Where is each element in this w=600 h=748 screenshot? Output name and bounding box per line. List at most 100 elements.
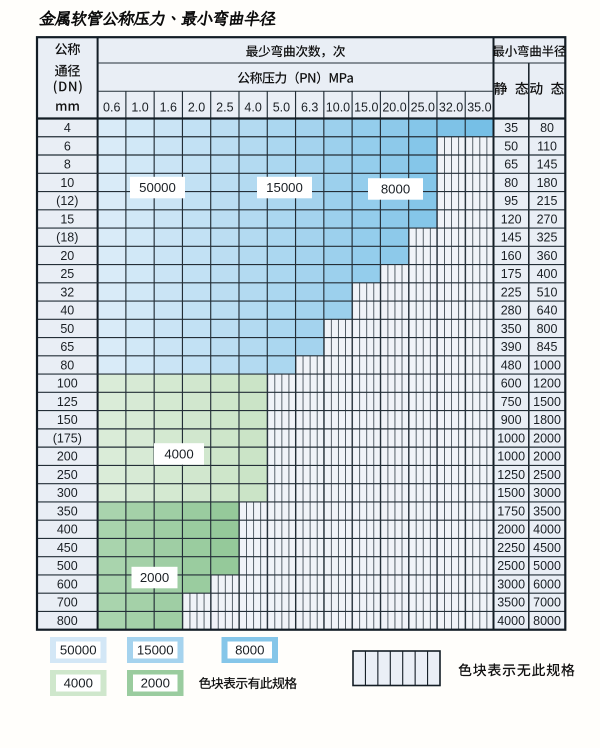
svg-text:300: 300 bbox=[57, 486, 78, 500]
svg-text:5000: 5000 bbox=[533, 559, 561, 573]
svg-text:50: 50 bbox=[504, 139, 518, 153]
svg-text:3000: 3000 bbox=[497, 577, 525, 591]
svg-text:100: 100 bbox=[57, 377, 78, 391]
svg-text:360: 360 bbox=[537, 249, 558, 263]
svg-text:2000: 2000 bbox=[533, 450, 561, 464]
svg-text:150: 150 bbox=[57, 413, 78, 427]
svg-text:15000: 15000 bbox=[266, 180, 303, 195]
svg-text:4: 4 bbox=[64, 121, 71, 135]
svg-text:(18): (18) bbox=[56, 231, 78, 245]
svg-text:4000: 4000 bbox=[164, 447, 193, 462]
svg-text:200: 200 bbox=[57, 450, 78, 464]
svg-text:280: 280 bbox=[501, 304, 522, 318]
svg-text:1000: 1000 bbox=[497, 431, 525, 445]
svg-text:800: 800 bbox=[537, 322, 558, 336]
svg-text:2000: 2000 bbox=[497, 523, 525, 537]
svg-text:160: 160 bbox=[501, 249, 522, 263]
svg-text:2000: 2000 bbox=[140, 570, 169, 585]
svg-text:8000: 8000 bbox=[533, 614, 561, 628]
svg-text:10: 10 bbox=[60, 176, 74, 190]
svg-text:8000: 8000 bbox=[235, 643, 264, 658]
svg-text:640: 640 bbox=[537, 304, 558, 318]
svg-text:15.0: 15.0 bbox=[354, 101, 378, 115]
svg-text:480: 480 bbox=[501, 358, 522, 372]
svg-text:180: 180 bbox=[537, 176, 558, 190]
svg-text:125: 125 bbox=[57, 395, 78, 409]
svg-text:80: 80 bbox=[540, 121, 554, 135]
svg-text:1000: 1000 bbox=[533, 358, 561, 372]
svg-text:350: 350 bbox=[57, 504, 78, 518]
svg-text:32.0: 32.0 bbox=[439, 101, 463, 115]
svg-text:700: 700 bbox=[57, 596, 78, 610]
svg-text:400: 400 bbox=[57, 523, 78, 537]
svg-text:450: 450 bbox=[57, 541, 78, 555]
svg-text:(12): (12) bbox=[56, 194, 78, 208]
svg-text:4000: 4000 bbox=[497, 614, 525, 628]
svg-text:25: 25 bbox=[60, 267, 74, 281]
svg-text:1750: 1750 bbox=[497, 504, 525, 518]
svg-text:800: 800 bbox=[57, 614, 78, 628]
svg-text:6000: 6000 bbox=[533, 577, 561, 591]
svg-text:4000: 4000 bbox=[533, 523, 561, 537]
svg-text:8: 8 bbox=[64, 158, 71, 172]
svg-text:15: 15 bbox=[60, 212, 74, 226]
svg-text:50000: 50000 bbox=[139, 180, 176, 195]
svg-text:600: 600 bbox=[501, 377, 522, 391]
svg-text:10.0: 10.0 bbox=[326, 101, 350, 115]
svg-text:6: 6 bbox=[64, 139, 71, 153]
svg-text:4000: 4000 bbox=[64, 676, 93, 691]
svg-text:0.6: 0.6 bbox=[103, 101, 120, 115]
svg-text:15000: 15000 bbox=[137, 643, 174, 658]
svg-text:95: 95 bbox=[504, 194, 518, 208]
svg-text:1200: 1200 bbox=[533, 377, 561, 391]
svg-text:390: 390 bbox=[501, 340, 522, 354]
svg-text:65: 65 bbox=[60, 340, 74, 354]
svg-text:1.0: 1.0 bbox=[131, 101, 148, 115]
svg-text:(175): (175) bbox=[53, 431, 82, 445]
svg-text:3500: 3500 bbox=[533, 504, 561, 518]
svg-text:270: 270 bbox=[537, 212, 558, 226]
svg-text:4.0: 4.0 bbox=[244, 101, 261, 115]
svg-text:65: 65 bbox=[504, 158, 518, 172]
svg-text:50: 50 bbox=[60, 322, 74, 336]
svg-text:145: 145 bbox=[537, 158, 558, 172]
svg-text:25.0: 25.0 bbox=[411, 101, 435, 115]
svg-text:215: 215 bbox=[537, 194, 558, 208]
svg-text:2.0: 2.0 bbox=[188, 101, 205, 115]
svg-text:20.0: 20.0 bbox=[382, 101, 406, 115]
svg-text:750: 750 bbox=[501, 395, 522, 409]
svg-text:20: 20 bbox=[60, 249, 74, 263]
svg-text:2250: 2250 bbox=[497, 541, 525, 555]
svg-text:2500: 2500 bbox=[533, 468, 561, 482]
svg-text:120: 120 bbox=[501, 212, 522, 226]
svg-text:1500: 1500 bbox=[533, 395, 561, 409]
svg-text:110: 110 bbox=[537, 139, 557, 153]
svg-text:7000: 7000 bbox=[533, 596, 561, 610]
svg-text:8000: 8000 bbox=[381, 182, 410, 197]
svg-text:6.3: 6.3 bbox=[301, 101, 318, 115]
svg-text:175: 175 bbox=[501, 267, 522, 281]
svg-text:2000: 2000 bbox=[141, 676, 170, 691]
svg-text:325: 325 bbox=[537, 231, 558, 245]
svg-text:1500: 1500 bbox=[497, 486, 525, 500]
svg-text:2000: 2000 bbox=[533, 431, 561, 445]
svg-text:1800: 1800 bbox=[533, 413, 561, 427]
svg-text:3000: 3000 bbox=[533, 486, 561, 500]
svg-text:225: 225 bbox=[501, 285, 522, 299]
svg-text:35: 35 bbox=[504, 121, 518, 135]
svg-text:1250: 1250 bbox=[497, 468, 525, 482]
svg-text:1000: 1000 bbox=[497, 450, 525, 464]
svg-text:1.6: 1.6 bbox=[160, 101, 177, 115]
svg-text:2.5: 2.5 bbox=[216, 101, 233, 115]
svg-text:80: 80 bbox=[60, 358, 74, 372]
svg-text:600: 600 bbox=[57, 577, 78, 591]
svg-text:4500: 4500 bbox=[533, 541, 561, 555]
svg-text:80: 80 bbox=[504, 176, 518, 190]
svg-text:400: 400 bbox=[537, 267, 558, 281]
svg-text:50000: 50000 bbox=[60, 643, 97, 658]
svg-text:5.0: 5.0 bbox=[273, 101, 290, 115]
svg-text:900: 900 bbox=[501, 413, 522, 427]
svg-text:2500: 2500 bbox=[497, 559, 525, 573]
svg-text:350: 350 bbox=[501, 322, 522, 336]
svg-text:40: 40 bbox=[60, 304, 74, 318]
